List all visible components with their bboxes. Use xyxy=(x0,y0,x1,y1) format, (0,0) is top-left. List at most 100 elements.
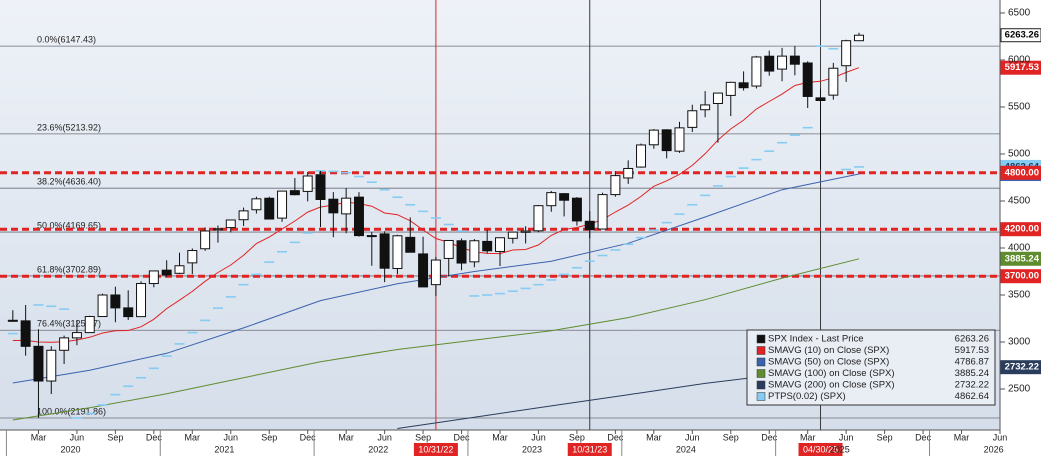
x-tick-label: Sep xyxy=(723,432,739,442)
date-tag xyxy=(413,443,458,456)
candle-body xyxy=(161,269,172,276)
x-tick-label: Sep xyxy=(261,432,277,442)
fib-label: 23.6%(5213.92) xyxy=(37,122,101,132)
candle-body xyxy=(7,319,18,322)
candle-body xyxy=(46,349,57,382)
candle-body xyxy=(405,236,416,253)
x-tick-label: Mar xyxy=(492,432,508,442)
candle-body xyxy=(469,240,480,263)
y-tick-label: 3000 xyxy=(1008,337,1031,348)
candle-body xyxy=(97,294,108,318)
date-label: 10/31/23 xyxy=(572,444,607,454)
legend-value: 5917.53 xyxy=(955,345,989,356)
candle-body xyxy=(751,56,762,87)
candle-body xyxy=(212,228,223,231)
legend-label: SPX Index - Last Price xyxy=(768,334,864,345)
series-tag xyxy=(1000,360,1041,375)
candle-body xyxy=(853,34,864,42)
candle-body xyxy=(789,55,800,65)
year-label: 2025 xyxy=(830,444,850,454)
candle-body xyxy=(520,230,531,233)
x-tick-label: Mar xyxy=(800,432,816,442)
x-tick-label: Jun xyxy=(685,432,700,442)
legend-swatch xyxy=(756,334,766,344)
date-label: 04/30/25 xyxy=(803,444,838,454)
legend-label: SMAVG (200) on Close (SPX) xyxy=(768,380,895,391)
y-tick-label: 6500 xyxy=(1008,8,1031,19)
x-tick-label: Jun xyxy=(377,432,392,442)
x-tick-label: Jun xyxy=(993,432,1008,442)
fib-label: 0.0%(6147.43) xyxy=(37,34,96,44)
candle-body xyxy=(623,167,634,179)
candle-body xyxy=(315,174,326,200)
legend-value: 4786.87 xyxy=(955,357,989,368)
candle-body xyxy=(559,193,570,201)
x-tick-label: Jun xyxy=(224,432,239,442)
candle-body xyxy=(712,92,723,105)
series-value: 3885.24 xyxy=(1005,253,1040,264)
x-tick-label: Jun xyxy=(839,432,854,442)
candle-body xyxy=(59,337,70,351)
date-tag xyxy=(567,443,612,456)
y-tick-label: 6000 xyxy=(1008,55,1031,66)
candle-body xyxy=(136,283,147,318)
candle-body xyxy=(379,233,390,269)
candle-body xyxy=(636,144,647,168)
candle-body xyxy=(366,235,377,238)
legend-value: 2732.22 xyxy=(955,380,989,391)
legend-box xyxy=(746,329,996,406)
series-value: 5917.53 xyxy=(1005,62,1039,73)
candle-body xyxy=(328,198,339,214)
candle-body xyxy=(238,210,249,221)
candle-body xyxy=(430,259,441,286)
x-tick-label: Jun xyxy=(531,432,546,442)
candle-body xyxy=(828,67,839,96)
candle-body xyxy=(674,127,685,152)
candle-body xyxy=(700,104,711,111)
candle-body xyxy=(661,129,672,152)
x-tick-label: Dec xyxy=(607,432,624,442)
year-label: 2020 xyxy=(60,444,80,454)
level-value: 4800.00 xyxy=(1005,167,1039,178)
legend-swatch xyxy=(756,380,766,390)
candle-body xyxy=(33,345,44,382)
candle-body xyxy=(533,205,544,232)
year-label: 2023 xyxy=(522,444,542,454)
legend-swatch xyxy=(756,369,766,378)
y-tick-label: 5500 xyxy=(1008,102,1031,113)
legend-swatch xyxy=(756,357,766,367)
fib-label: 61.8%(3702.89) xyxy=(37,264,101,274)
candle-body xyxy=(610,175,621,196)
date-label: 10/31/22 xyxy=(418,444,453,454)
candle-body xyxy=(187,250,198,264)
year-label: 2022 xyxy=(368,444,388,454)
legend-value: 3885.24 xyxy=(955,368,989,379)
x-tick-label: Sep xyxy=(415,432,431,442)
candle-body xyxy=(764,55,775,72)
x-tick-label: Sep xyxy=(107,432,123,442)
x-tick-label: Sep xyxy=(569,432,585,442)
candle-body xyxy=(123,307,134,318)
candle-body xyxy=(738,82,749,89)
x-tick-label: Dec xyxy=(300,432,317,442)
series-value: 2732.22 xyxy=(1005,362,1039,373)
x-tick-label: Mar xyxy=(31,432,47,442)
y-tick-label: 5000 xyxy=(1008,149,1031,160)
last-price-value: 6263.26 xyxy=(1005,30,1039,41)
y-tick-label: 3500 xyxy=(1008,290,1031,301)
y-tick-label: 4500 xyxy=(1008,196,1031,207)
year-label: 2021 xyxy=(214,444,234,454)
year-label: 2024 xyxy=(676,444,696,454)
legend-label: PTPS(0.02) (SPX) xyxy=(768,391,846,402)
candle-body xyxy=(148,270,159,285)
candle-body xyxy=(648,129,659,146)
legend-label: SMAVG (50) on Close (SPX) xyxy=(768,357,889,368)
x-tick-label: Jun xyxy=(70,432,85,442)
legend-swatch xyxy=(756,346,766,355)
candle-body xyxy=(584,220,595,231)
candle-body xyxy=(264,197,275,220)
candle-body xyxy=(71,332,82,339)
sma-line xyxy=(12,258,860,421)
